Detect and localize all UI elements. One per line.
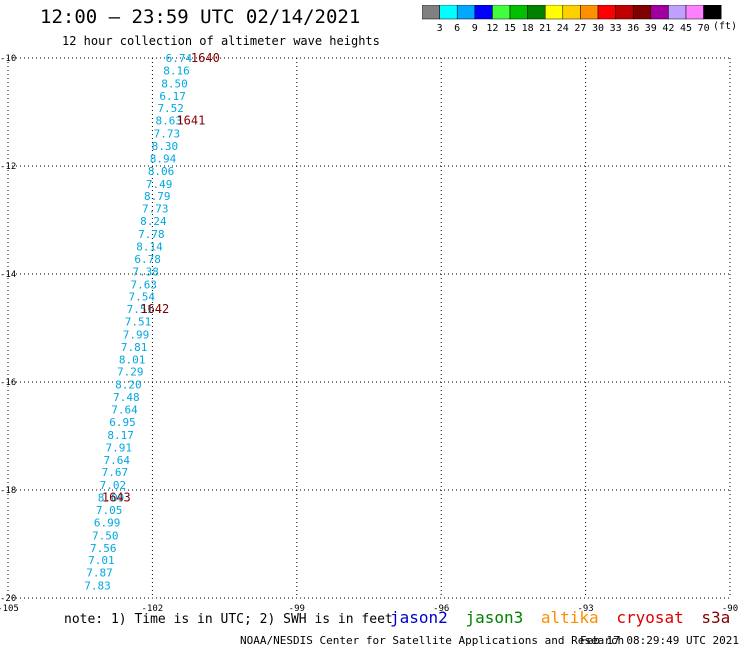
legend-jason3: jason3 — [465, 608, 524, 627]
wave-height-chart: -105 -102 -99 -96 -93 -90 -10 -12 -14 -16 -18 -20 6.… — [0, 51, 738, 614]
data-point-label: 7.51 — [125, 316, 152, 329]
colorbar-label: 30 — [592, 23, 604, 34]
data-point-label: 8.09 — [98, 492, 125, 505]
page-title: 12:00 – 23:59 UTC 02/14/2021 — [40, 6, 361, 28]
y-tick-label: -18 — [0, 486, 16, 496]
data-point-label: 7.81 — [121, 341, 148, 354]
data-point-label: 7.78 — [138, 228, 165, 241]
data-point-label: 7.87 — [86, 567, 113, 580]
colorbar-swatch — [703, 5, 722, 20]
footer-timestamp: Feb 17 08:29:49 UTC 2021 — [580, 634, 739, 647]
data-point-label: 7.05 — [96, 504, 123, 517]
colorbar-label: 39 — [645, 23, 657, 34]
time-annotation: 1642 — [140, 302, 169, 316]
x-tick-label: -90 — [722, 604, 738, 614]
y-tick-label: -10 — [0, 54, 16, 64]
page-subtitle: 12 hour collection of altimeter wave hei… — [62, 34, 380, 48]
y-tick-label: -14 — [0, 270, 16, 280]
colorbar-label: 9 — [472, 23, 478, 34]
colorbar-label: 12 — [486, 23, 498, 34]
data-point-label: 7.56 — [90, 542, 117, 555]
y-tick-label: -16 — [0, 378, 16, 388]
data-point-label: 8.16 — [163, 64, 190, 77]
colorbar-label: 33 — [610, 23, 622, 34]
x-tick-label: -93 — [577, 604, 593, 614]
colorbar-label: 36 — [627, 23, 639, 34]
data-point-label: 8.63 — [156, 115, 183, 128]
data-point-label: 7.50 — [92, 529, 119, 542]
data-point-label: 8.50 — [161, 77, 188, 90]
data-point-label: 7.51 — [127, 303, 154, 316]
data-point-label: 8.79 — [144, 190, 171, 203]
data-point-label: 8.30 — [152, 140, 179, 153]
data-point-label: 7.64 — [111, 404, 138, 417]
colorbar-label: 24 — [557, 23, 569, 34]
time-annotation: 1640 — [191, 51, 220, 65]
satellite-legend: jason2 jason3 altika cryosat s3a — [390, 608, 738, 627]
data-point-label: 8.94 — [150, 152, 177, 165]
data-point-label: 7.49 — [146, 178, 173, 191]
data-point-label: 8.17 — [107, 429, 134, 442]
colorbar-label: 3 — [437, 23, 443, 34]
data-point-label: 6.74 — [166, 52, 193, 65]
data-point-label: 8.20 — [115, 379, 142, 392]
colorbar-label: 15 — [504, 23, 516, 34]
x-tick-label: -99 — [289, 604, 305, 614]
y-tick-label: -20 — [0, 594, 16, 604]
data-point-label: 7.38 — [132, 265, 159, 278]
colorbar-label: 27 — [574, 23, 586, 34]
colorbar-label: 21 — [539, 23, 551, 34]
data-point-label: 8.14 — [136, 240, 163, 253]
data-point-label: 6.99 — [94, 516, 121, 529]
data-point-label: 7.01 — [88, 554, 115, 567]
colorbar-label: 6 — [454, 23, 460, 34]
data-point-label: 7.48 — [113, 391, 140, 404]
time-annotation: 1643 — [102, 491, 131, 505]
colorbar-units: (ft) — [713, 21, 738, 32]
data-point-label: 7.99 — [123, 328, 150, 341]
colorbar-label: 42 — [662, 23, 674, 34]
data-point-label: 6.78 — [134, 253, 161, 266]
data-point-label: 6.17 — [159, 90, 186, 103]
colorbar-label: 45 — [680, 23, 692, 34]
data-point-label: 7.73 — [154, 128, 181, 141]
data-point-label: 7.02 — [100, 479, 127, 492]
data-point-label: 7.91 — [105, 441, 132, 454]
footer-note: note: 1) Time is in UTC; 2) SWH is in fe… — [64, 612, 393, 627]
data-point-label: 6.95 — [109, 416, 136, 429]
footer-credit: NOAA/NESDIS Center for Satellite Applica… — [240, 634, 625, 647]
legend-s3a: s3a — [701, 608, 731, 627]
x-tick-label: -105 — [0, 604, 19, 614]
colorbar-label: 70 — [698, 23, 710, 34]
legend-jason2: jason2 — [390, 608, 448, 627]
data-point-label: 7.64 — [104, 454, 131, 467]
x-tick-label: -96 — [433, 604, 449, 614]
colorbar-label: 18 — [522, 23, 534, 34]
legend-cryosat: cryosat — [616, 608, 684, 627]
x-tick-label: -102 — [142, 604, 164, 614]
data-point-label: 7.83 — [84, 580, 111, 593]
colorbar: 3 6 9 12 15 18 21 24 27 30 33 36 39 42 45 70 — [422, 5, 722, 34]
data-point-label: 7.67 — [102, 466, 129, 479]
data-point-label: 7.52 — [157, 102, 184, 115]
data-point-label: 7.29 — [117, 366, 144, 379]
time-annotation: 1641 — [176, 114, 205, 128]
data-point-label: 7.63 — [130, 278, 157, 291]
legend-altika: altika — [540, 608, 599, 627]
data-point-label: 7.73 — [142, 203, 169, 216]
data-point-label: 8.24 — [140, 215, 167, 228]
data-point-label: 8.01 — [119, 353, 146, 366]
data-point-label: 8.06 — [148, 165, 175, 178]
y-tick-label: -12 — [0, 162, 16, 172]
data-point-label: 7.54 — [129, 291, 156, 304]
